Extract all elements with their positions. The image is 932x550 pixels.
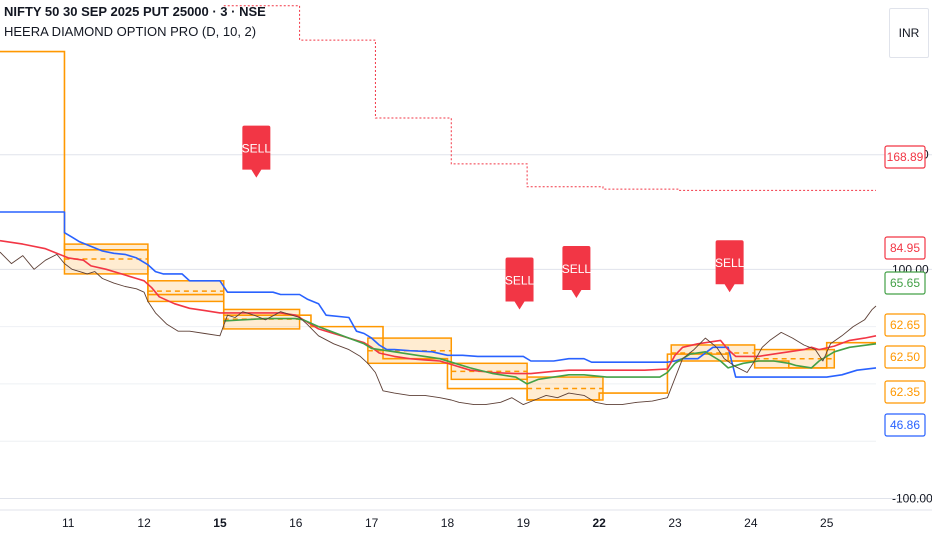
resistance-dotted-line <box>223 5 876 191</box>
currency-label[interactable]: INR <box>889 8 929 58</box>
price-label-value: 62.50 <box>890 350 920 364</box>
price-label-value: 46.86 <box>890 418 920 432</box>
price-label-box <box>884 313 926 337</box>
price-label-value: 168.89 <box>887 150 924 164</box>
x-tick-label: 16 <box>289 516 303 530</box>
x-tick-label: 17 <box>365 516 379 530</box>
price-label-value: 84.95 <box>890 241 920 255</box>
x-tick-label: 19 <box>517 516 531 530</box>
price-label-box <box>884 145 926 169</box>
green-series-line <box>223 317 877 385</box>
price-label[interactable]: 62.65 <box>884 313 926 337</box>
price-label[interactable]: 62.50 <box>884 345 926 369</box>
price-label[interactable]: 65.65 <box>884 271 926 295</box>
sell-signal[interactable]: SELL <box>242 125 272 178</box>
time-axis[interactable]: 11 12 15 16 17 18 19 22 23 24 25 <box>62 516 834 530</box>
price-label-value: 62.35 <box>890 385 920 399</box>
price-axis[interactable]: 200.00100.00-100.00168.8984.9565.6562.65… <box>884 145 932 506</box>
sell-signal[interactable]: SELL <box>715 240 745 293</box>
sell-signal-label: SELL <box>242 142 272 156</box>
price-label-box <box>884 380 926 404</box>
x-tick-label: 11 <box>62 516 75 530</box>
price-label[interactable]: 168.89 <box>884 145 926 169</box>
indicator-legend[interactable]: HEERA DIAMOND OPTION PRO (D, 10, 2) <box>4 24 257 39</box>
x-tick-label: 12 <box>137 516 151 530</box>
price-label-value: 65.65 <box>890 276 920 290</box>
sell-signal[interactable]: SELL <box>562 245 592 298</box>
indicator-series <box>0 5 877 406</box>
symbol-title[interactable]: NIFTY 50 30 SEP 2025 PUT 25000 · 3 · NSE <box>4 4 266 19</box>
price-label[interactable]: 46.86 <box>884 413 926 437</box>
x-tick-label: 24 <box>744 516 758 530</box>
x-tick-label: 18 <box>441 516 455 530</box>
y-tick-label: -100.00 <box>892 492 932 506</box>
sell-signal-bubble <box>562 245 591 298</box>
grid-lines <box>0 154 932 511</box>
price-label[interactable]: 62.35 <box>884 380 926 404</box>
red-series-line <box>0 239 877 375</box>
sell-signal-label: SELL <box>562 262 592 276</box>
price-label-box <box>884 271 926 295</box>
x-tick-label: 23 <box>668 516 682 530</box>
sell-signal-bubble <box>242 125 271 178</box>
x-tick-label: 22 <box>592 516 606 530</box>
sell-signal-bubble <box>715 240 744 293</box>
price-label-box <box>884 413 926 437</box>
x-tick-label: 25 <box>820 516 834 530</box>
price-label-value: 62.65 <box>890 318 920 332</box>
sell-signal-label: SELL <box>715 256 745 270</box>
price-label-box <box>884 236 926 260</box>
sell-signals: SELL SELL SELL SELL <box>242 125 745 310</box>
sell-signal-bubble <box>505 257 534 310</box>
price-series-line <box>0 251 877 406</box>
price-label-box <box>884 345 926 369</box>
price-label[interactable]: 84.95 <box>884 236 926 260</box>
sell-signal-label: SELL <box>505 273 535 287</box>
sell-signal[interactable]: SELL <box>505 257 535 310</box>
x-tick-label: 15 <box>213 516 227 530</box>
